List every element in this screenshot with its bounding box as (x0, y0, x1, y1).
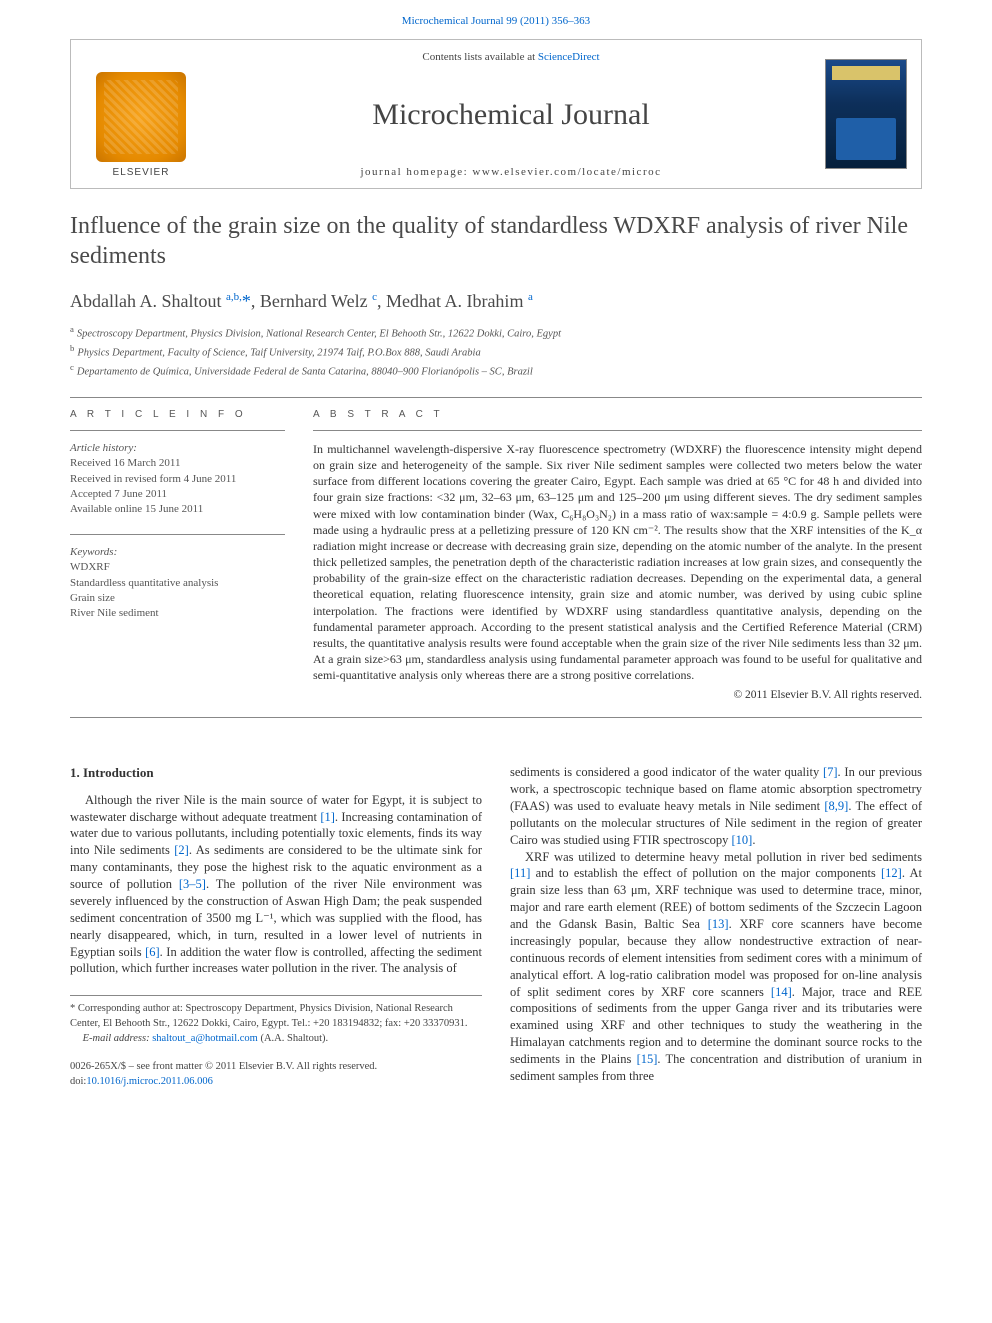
body-paragraph: sediments is considered a good indicator… (510, 764, 922, 848)
corresponding-text: * Corresponding author at: Spectroscopy … (70, 1002, 482, 1031)
body-paragraph: Although the river Nile is the main sour… (70, 792, 482, 978)
journal-homepage-line: journal homepage: www.elsevier.com/locat… (361, 165, 662, 180)
body-paragraph: XRF was utilized to determine heavy meta… (510, 849, 922, 1085)
front-matter-block: 0026-265X/$ – see front matter © 2011 El… (70, 1060, 482, 1089)
running-head-journal: Microchemical Journal (402, 15, 504, 27)
article-title: Influence of the grain size on the quali… (70, 211, 922, 271)
keywords-label: Keywords: (70, 545, 285, 560)
author-list: Abdallah A. Shaltout a,b,*, Bernhard Wel… (70, 289, 922, 313)
running-head-link[interactable]: Microchemical Journal 99 (2011) 356–363 (402, 15, 590, 27)
history-item: Received in revised form 4 June 2011 (70, 472, 285, 487)
history-item: Received 16 March 2011 (70, 456, 285, 471)
article-history: Article history: Received 16 March 2011 … (70, 441, 285, 518)
section-heading: 1. Introduction (70, 764, 482, 782)
contents-available-line: Contents lists available at ScienceDirec… (422, 50, 599, 65)
article-info-column: A R T I C L E I N F O Article history: R… (70, 408, 285, 703)
abstract-text: In multichannel wavelength-dispersive X-… (313, 441, 922, 684)
doi-link[interactable]: 10.1016/j.microc.2011.06.006 (86, 1076, 212, 1087)
affiliation-a: aSpectroscopy Department, Physics Divisi… (70, 323, 922, 342)
sciencedirect-link[interactable]: ScienceDirect (538, 51, 600, 63)
affiliation-b: bPhysics Department, Faculty of Science,… (70, 342, 922, 361)
keywords-block: Keywords: WDXRF Standardless quantitativ… (70, 545, 285, 622)
journal-cover-image (825, 59, 907, 169)
body-col-right: sediments is considered a good indicator… (510, 764, 922, 1090)
journal-homepage-url: www.elsevier.com/locate/microc (472, 166, 661, 178)
article-body: Influence of the grain size on the quali… (0, 211, 992, 1090)
front-matter-line: 0026-265X/$ – see front matter © 2011 El… (70, 1060, 482, 1075)
doi-line: doi:10.1016/j.microc.2011.06.006 (70, 1075, 482, 1090)
abstract-column: A B S T R A C T In multichannel waveleng… (313, 408, 922, 703)
journal-header: ELSEVIER Contents lists available at Sci… (70, 39, 922, 189)
corresponding-email-line: E-mail address: shaltout_a@hotmail.com (… (70, 1032, 482, 1047)
running-head: Microchemical Journal 99 (2011) 356–363 (0, 0, 992, 39)
keyword: Grain size (70, 591, 285, 606)
divider-rule (70, 430, 285, 431)
keyword: WDXRF (70, 560, 285, 575)
info-abstract-row: A R T I C L E I N F O Article history: R… (70, 408, 922, 703)
corresponding-footnote: * Corresponding author at: Spectroscopy … (70, 995, 482, 1046)
affiliation-c: cDepartamento de Química, Universidade F… (70, 361, 922, 380)
body-col-left: 1. Introduction Although the river Nile … (70, 764, 482, 1090)
abstract-heading: A B S T R A C T (313, 408, 922, 422)
keyword: River Nile sediment (70, 606, 285, 621)
running-head-pages: 99 (2011) 356–363 (506, 15, 590, 27)
publisher-label: ELSEVIER (113, 166, 170, 180)
article-info-heading: A R T I C L E I N F O (70, 408, 285, 422)
elsevier-tree-logo (96, 72, 186, 162)
affiliation-list: aSpectroscopy Department, Physics Divisi… (70, 323, 922, 379)
publisher-block: ELSEVIER (71, 40, 211, 188)
divider-rule (313, 430, 922, 431)
history-label: Article history: (70, 442, 137, 454)
history-item: Accepted 7 June 2011 (70, 487, 285, 502)
divider-rule (70, 717, 922, 718)
journal-header-center: Contents lists available at ScienceDirec… (211, 40, 811, 188)
abstract-copyright: © 2011 Elsevier B.V. All rights reserved… (313, 688, 922, 704)
divider-rule (70, 534, 285, 535)
keyword: Standardless quantitative analysis (70, 576, 285, 591)
corresponding-email[interactable]: shaltout_a@hotmail.com (152, 1033, 258, 1044)
body-two-column: 1. Introduction Although the river Nile … (70, 764, 922, 1090)
divider-rule (70, 397, 922, 398)
history-item: Available online 15 June 2011 (70, 502, 285, 517)
journal-title: Microchemical Journal (372, 95, 649, 136)
journal-cover-thumb (811, 40, 921, 188)
